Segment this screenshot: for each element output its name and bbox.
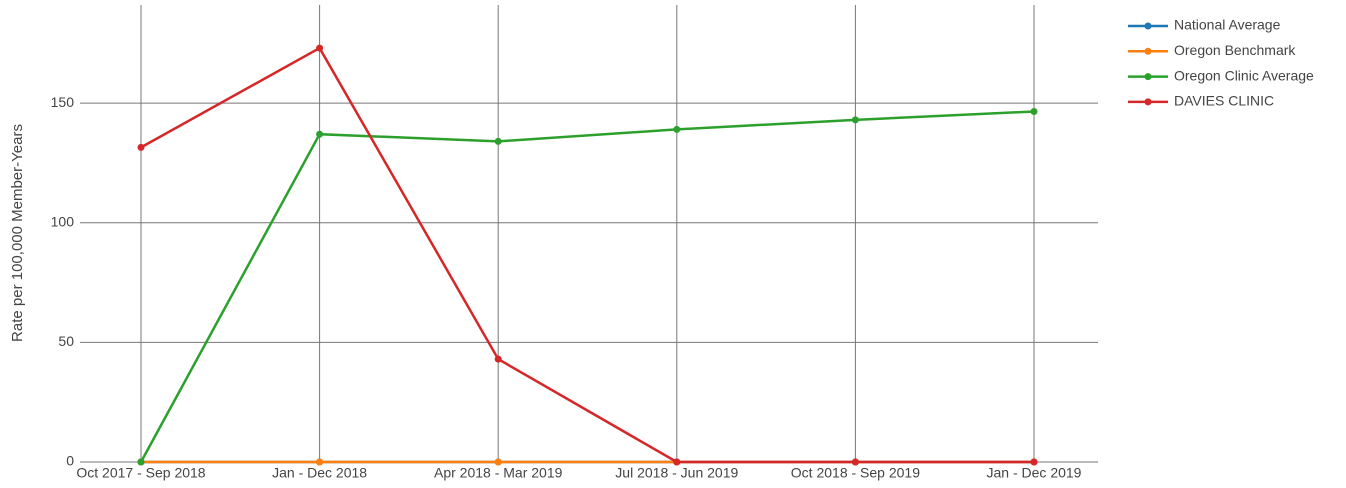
legend-label: Oregon Clinic Average xyxy=(1174,67,1314,83)
y-tick-label: 50 xyxy=(58,333,74,349)
x-tick-label: Jul 2018 - Jun 2019 xyxy=(615,465,738,481)
legend-marker xyxy=(1144,47,1152,55)
data-point xyxy=(316,458,324,466)
data-point xyxy=(494,137,502,145)
legend-marker xyxy=(1144,73,1152,81)
y-tick-label: 150 xyxy=(51,94,75,110)
data-point xyxy=(494,458,502,466)
y-axis-label: Rate per 100,000 Member-Years xyxy=(9,124,26,342)
x-tick-label: Apr 2018 - Mar 2019 xyxy=(434,465,563,481)
data-point xyxy=(137,143,145,151)
data-point xyxy=(1030,107,1038,115)
data-point xyxy=(494,355,502,363)
data-point xyxy=(673,458,681,466)
x-tick-label: Jan - Dec 2019 xyxy=(987,465,1082,481)
data-point xyxy=(1030,458,1038,466)
data-point xyxy=(851,116,859,124)
data-point xyxy=(673,125,681,133)
data-point xyxy=(316,44,324,52)
x-tick-label: Jan - Dec 2018 xyxy=(272,465,367,481)
y-tick-label: 0 xyxy=(66,453,74,469)
legend-label: National Average xyxy=(1174,17,1281,33)
data-point xyxy=(137,458,145,466)
legend-label: DAVIES CLINIC xyxy=(1174,93,1274,109)
x-tick-label: Oct 2018 - Sep 2019 xyxy=(791,465,920,481)
series-line xyxy=(140,46,1034,464)
data-point xyxy=(851,458,859,466)
data-point xyxy=(316,130,324,138)
legend-marker xyxy=(1144,98,1152,106)
series-line xyxy=(139,110,1035,463)
legend-marker xyxy=(1144,22,1152,30)
x-tick-label: Oct 2017 - Sep 2018 xyxy=(76,465,205,481)
y-tick-label: 100 xyxy=(51,213,75,229)
legend-label: Oregon Benchmark xyxy=(1174,42,1296,58)
